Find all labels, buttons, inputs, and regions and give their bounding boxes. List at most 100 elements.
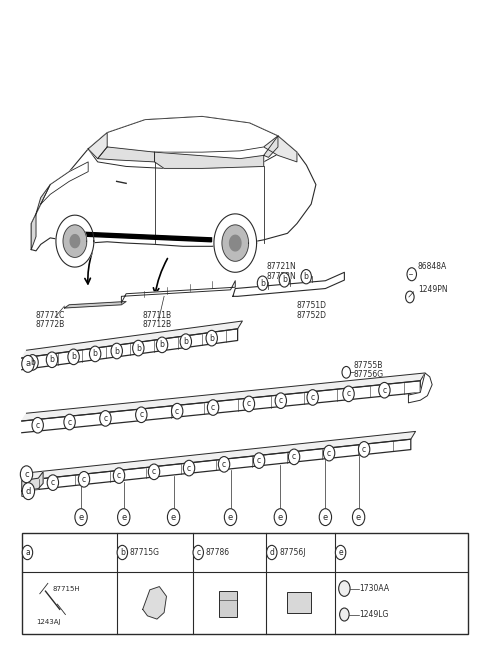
Text: b: b [282,276,287,284]
Circle shape [193,546,204,559]
Text: 1243AJ: 1243AJ [36,620,60,626]
Circle shape [47,475,59,491]
Text: b: b [30,358,35,367]
Text: c: c [257,456,261,465]
Circle shape [113,468,125,483]
Text: c: c [347,389,350,398]
Text: 87755B: 87755B [354,361,383,370]
Polygon shape [63,225,87,257]
Polygon shape [233,272,344,296]
Circle shape [340,608,349,621]
Circle shape [274,509,287,525]
Polygon shape [107,117,278,152]
Circle shape [339,581,350,596]
Text: 87772B: 87772B [36,320,65,329]
Text: d: d [269,548,274,557]
Circle shape [27,354,38,370]
Text: b: b [183,337,188,346]
Text: 87771C: 87771C [36,310,65,320]
Text: e: e [171,513,176,521]
Circle shape [22,546,33,559]
Text: c: c [117,471,121,480]
Text: c: c [103,414,108,423]
Text: c: c [292,453,296,461]
Circle shape [89,346,101,362]
Circle shape [156,337,168,352]
Circle shape [324,445,335,461]
Text: e: e [228,513,233,521]
Circle shape [307,390,318,405]
Circle shape [342,366,350,378]
Text: c: c [327,449,331,458]
Text: a: a [25,360,31,368]
Circle shape [171,403,183,419]
Polygon shape [64,301,126,308]
Circle shape [336,546,346,559]
Polygon shape [22,472,43,491]
Circle shape [20,466,33,483]
Text: e: e [356,513,361,521]
Circle shape [132,341,144,356]
Text: b: b [120,548,125,557]
Text: e: e [278,513,283,521]
Polygon shape [121,281,235,303]
Circle shape [288,449,300,464]
Circle shape [253,453,265,468]
Circle shape [301,270,312,284]
Circle shape [206,330,217,346]
Text: 86848A: 86848A [418,262,447,271]
Circle shape [22,483,35,500]
Text: c: c [362,445,366,454]
Polygon shape [143,587,167,619]
Text: c: c [383,386,386,395]
Text: b: b [260,278,265,288]
Circle shape [407,268,417,281]
Circle shape [117,546,128,559]
Polygon shape [97,147,155,162]
Text: c: c [51,478,55,487]
Text: 87721N: 87721N [266,262,296,271]
Circle shape [78,472,90,487]
Circle shape [64,414,75,430]
Text: c: c [247,400,251,409]
Circle shape [218,457,230,472]
Text: e: e [121,513,126,521]
Text: c: c [24,470,29,479]
Circle shape [100,411,111,426]
Circle shape [352,509,365,525]
Polygon shape [264,136,278,157]
Text: 87711B: 87711B [143,310,172,320]
Circle shape [243,396,254,412]
Polygon shape [22,432,416,481]
Text: b: b [71,352,76,362]
Polygon shape [222,225,249,261]
Bar [287,592,311,613]
Circle shape [22,356,34,372]
Text: b: b [209,333,214,343]
Text: a: a [25,548,30,557]
Polygon shape [88,133,107,159]
Text: c: c [196,548,200,557]
Polygon shape [41,162,88,204]
Text: 87715G: 87715G [130,548,160,557]
Circle shape [46,352,58,367]
Text: 87752D: 87752D [297,310,327,320]
Circle shape [168,509,180,525]
Text: b: b [304,272,309,281]
Circle shape [32,417,43,433]
Text: c: c [222,460,226,469]
Polygon shape [22,373,425,421]
Circle shape [257,276,268,290]
Polygon shape [31,185,50,250]
Text: 1249LG: 1249LG [360,610,389,619]
Text: 87751D: 87751D [297,301,327,310]
Text: c: c [152,467,156,476]
Circle shape [319,509,332,525]
Circle shape [136,407,147,422]
Circle shape [279,272,289,287]
Text: e: e [323,513,328,521]
Text: c: c [139,410,144,419]
Polygon shape [56,215,94,267]
Circle shape [118,509,130,525]
Text: d: d [26,487,31,496]
